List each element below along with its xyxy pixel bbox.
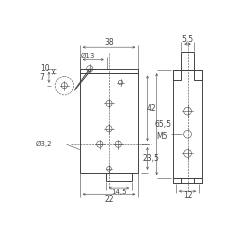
- Bar: [172, 70, 201, 178]
- Text: 23,5: 23,5: [142, 153, 159, 163]
- Bar: [193, 70, 201, 80]
- Text: 14,5: 14,5: [111, 189, 126, 195]
- Text: 7: 7: [40, 73, 44, 82]
- Bar: [181, 52, 193, 70]
- Bar: [172, 70, 181, 80]
- Bar: [80, 69, 138, 73]
- Text: Ø3,2: Ø3,2: [35, 141, 52, 147]
- Text: 42: 42: [146, 104, 156, 112]
- Bar: [106, 173, 132, 181]
- Text: 22: 22: [104, 195, 113, 204]
- Text: 38: 38: [104, 38, 113, 47]
- Bar: [80, 73, 138, 173]
- Text: 10: 10: [40, 64, 50, 73]
- Bar: [172, 178, 201, 183]
- Text: M5: M5: [156, 132, 167, 141]
- Text: 65,5: 65,5: [154, 120, 171, 129]
- Text: 12: 12: [182, 191, 192, 200]
- Text: 5,5: 5,5: [181, 35, 193, 44]
- Text: Ø13: Ø13: [81, 53, 95, 59]
